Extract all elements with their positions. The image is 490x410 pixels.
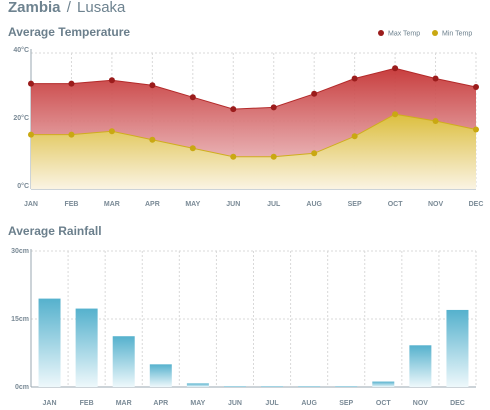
rain-bar xyxy=(261,386,284,387)
city-name: Lusaka xyxy=(77,0,126,16)
rain-x-tick-label: DEC xyxy=(450,400,465,407)
rainfall-chart-title: Average Rainfall xyxy=(8,224,102,238)
legend-min-marker xyxy=(432,30,438,36)
rain-x-tick-label: JUN xyxy=(228,400,242,407)
rain-x-tick-label: JAN xyxy=(43,400,57,407)
max-temp-point xyxy=(230,106,237,113)
rainfall-chart: 30cm 15cm 0cm JAN FEB MAR APR MAY JUN JUL AUG SEP OC… xyxy=(11,248,477,407)
rain-bar xyxy=(186,383,209,387)
rain-bar xyxy=(372,381,395,387)
min-temp-point xyxy=(351,133,358,140)
legend-max-label: Max Temp xyxy=(388,31,420,38)
max-temp-point xyxy=(311,90,318,97)
rain-x-tick-label: FEB xyxy=(80,400,94,407)
rain-bar xyxy=(112,336,135,387)
location-header: Zambia / Lusaka xyxy=(8,0,125,16)
rain-y-tick-label: 0cm xyxy=(15,384,29,391)
rain-bar xyxy=(223,386,246,387)
rain-x-tick-label: MAY xyxy=(190,400,205,407)
temp-x-tick-label: MAR xyxy=(104,201,120,208)
temp-y-tick-label: 20°C xyxy=(13,114,29,122)
location-separator: / xyxy=(66,0,71,16)
min-temp-point xyxy=(189,145,196,152)
temp-x-tick-label: DEC xyxy=(469,201,484,208)
rain-bar xyxy=(409,345,432,387)
rain-x-tick-label: JUL xyxy=(265,400,279,407)
max-temp-line xyxy=(31,67,477,110)
rain-bar xyxy=(38,298,61,387)
temp-x-tick-label: AUG xyxy=(306,201,322,208)
rain-x-tick-label: NOV xyxy=(413,400,429,407)
temp-x-tick-label: JAN xyxy=(24,201,38,208)
rain-x-tick-label: APR xyxy=(153,400,168,407)
rain-y-tick-label: 15cm xyxy=(11,316,29,323)
max-temp-point xyxy=(270,104,277,111)
min-temp-point xyxy=(311,150,318,157)
rain-y-tick-label: 30cm xyxy=(11,248,29,255)
rain-x-tick-label: MAR xyxy=(116,400,132,407)
min-temp-point xyxy=(108,128,115,135)
temp-x-tick-label: JUL xyxy=(267,201,281,208)
max-temp-point xyxy=(392,65,399,72)
temp-y-tick-label: 40°C xyxy=(13,46,29,54)
min-temp-point xyxy=(230,153,237,160)
min-temp-point xyxy=(68,131,75,138)
min-temp-line xyxy=(31,113,477,158)
rain-bar xyxy=(149,364,172,387)
temp-x-tick-label: OCT xyxy=(388,201,404,208)
rain-bar xyxy=(446,309,469,387)
rain-bar xyxy=(75,308,98,387)
max-temp-point xyxy=(351,75,358,82)
rain-x-tick-label: OCT xyxy=(376,400,392,407)
max-temp-point xyxy=(149,82,156,89)
temp-x-tick-label: NOV xyxy=(428,201,444,208)
max-temp-point xyxy=(473,84,479,90)
min-temp-area xyxy=(31,114,476,189)
max-temp-point xyxy=(28,80,34,87)
rain-bar xyxy=(335,386,358,387)
legend-min-label: Min Temp xyxy=(442,31,472,38)
temp-y-tick-label: 0°C xyxy=(17,182,29,190)
rain-bar xyxy=(298,386,321,387)
temperature-chart-title: Average Temperature xyxy=(8,25,131,39)
max-temp-point xyxy=(189,94,196,101)
country-name: Zambia xyxy=(8,0,61,16)
max-temp-point xyxy=(108,77,115,84)
temp-x-tick-label: MAY xyxy=(185,201,200,208)
max-temp-point xyxy=(432,75,439,82)
min-temp-point xyxy=(28,131,34,138)
rain-x-tick-label: AUG xyxy=(301,400,317,407)
min-temp-point xyxy=(270,153,277,160)
min-temp-point xyxy=(149,136,156,143)
temp-x-tick-label: JUN xyxy=(226,201,240,208)
min-temp-point xyxy=(473,126,479,133)
legend-max-marker xyxy=(378,30,384,36)
min-temp-point xyxy=(432,118,439,124)
temp-x-tick-label: APR xyxy=(145,201,160,208)
temperature-chart: 40°C 20°C 0°C JAN FEB MAR APR MAY JUN JUL AUG SEP OC… xyxy=(13,30,483,208)
rain-x-tick-label: SEP xyxy=(339,400,353,407)
min-temp-point xyxy=(392,111,399,118)
temp-x-tick-label: SEP xyxy=(348,201,362,208)
max-temp-point xyxy=(68,80,75,87)
temp-x-tick-label: FEB xyxy=(64,201,78,208)
